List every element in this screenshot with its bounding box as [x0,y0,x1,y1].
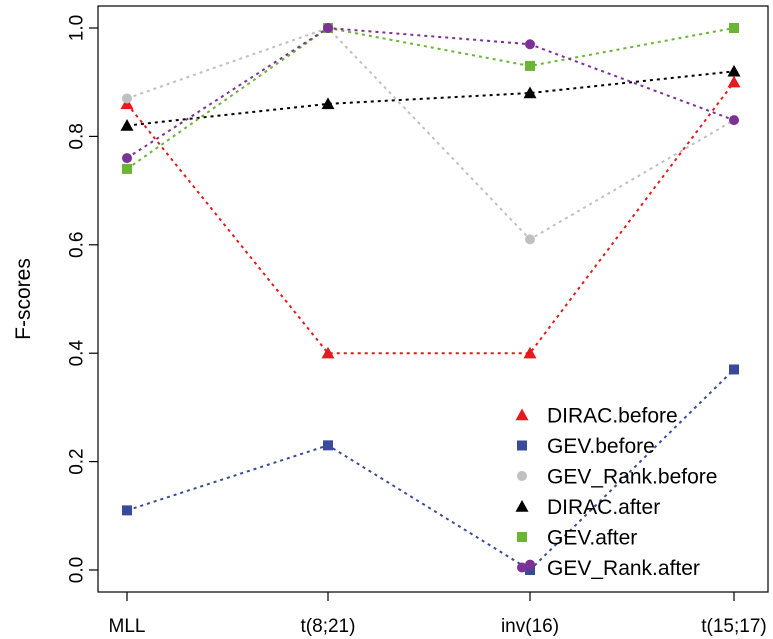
extra-point-0 [525,559,535,570]
data-point-3-2 [523,86,537,99]
series-2 [122,23,739,245]
legend-marker-3 [515,500,529,512]
series-line-5 [126,26,735,159]
series-line-0 [126,81,735,355]
y-tick-label-1: 0.2 [67,448,88,474]
series-line-1 [126,368,735,572]
series-5 [122,23,739,164]
y-tick-label-2: 0.4 [67,340,88,367]
data-point-1-0 [122,505,132,516]
data-point-5-0 [122,153,132,164]
legend-marker-2 [517,471,527,481]
series-1 [122,364,739,575]
y-tick-label-3: 0.6 [67,232,88,258]
legend-marker-1 [517,440,527,451]
data-point-0-2 [523,346,537,359]
series-3 [120,64,741,131]
data-point-3-0 [120,119,134,131]
data-point-0-3 [727,75,741,88]
legend-label-3: DIRAC.after [547,496,660,519]
legend-marker-5 [517,562,527,573]
data-point-1-3 [729,364,739,375]
series-4 [122,23,739,174]
data-point-3-3 [727,64,741,77]
y-tick-label-4: 0.8 [67,123,88,149]
series-line-4 [126,26,735,170]
data-point-4-3 [729,23,739,33]
series-layer [120,23,741,575]
y-tick-label-5: 1.0 [67,15,88,41]
x-tick-label-1: t(8;21) [301,616,356,637]
series-0 [120,75,741,359]
data-point-4-2 [525,60,535,71]
x-tick-label-3: t(15;17) [701,616,766,637]
legend-label-2: GEV_Rank.before [547,466,717,489]
legend-marker-0 [515,408,529,421]
data-point-4-0 [122,163,132,174]
data-point-5-3 [729,115,739,126]
legend-label-5: GEV_Rank.after [547,557,700,580]
x-tick-label-2: inv(16) [501,616,559,637]
legend-label-1: GEV.before [547,435,655,458]
data-point-0-1 [321,346,335,359]
y-tick-label-0: 0.0 [67,557,88,583]
legend: DIRAC.before GEV.before GEV_Rank.before DIR… [515,405,717,580]
axis-layer: 0.0 0.2 0.4 0.6 0.8 1.0 MLL t(8;21) inv(16) t(15;… [67,15,767,637]
data-point-2-2 [525,234,535,245]
data-point-5-1 [323,23,333,33]
y-axis-title: F-scores [12,258,35,340]
plot-frame [97,5,769,593]
data-point-3-1 [321,97,335,110]
series-line-3 [126,70,735,127]
data-point-2-0 [122,93,132,104]
legend-label-4: GEV.after [547,527,637,550]
data-point-5-2 [525,39,535,50]
data-point-1-2 [525,565,535,575]
x-tick-label-0: MLL [109,616,146,637]
data-point-1-1 [323,440,333,451]
series-line-2 [126,26,735,241]
legend-marker-4 [517,532,527,542]
legend-label-0: DIRAC.before [547,405,678,428]
